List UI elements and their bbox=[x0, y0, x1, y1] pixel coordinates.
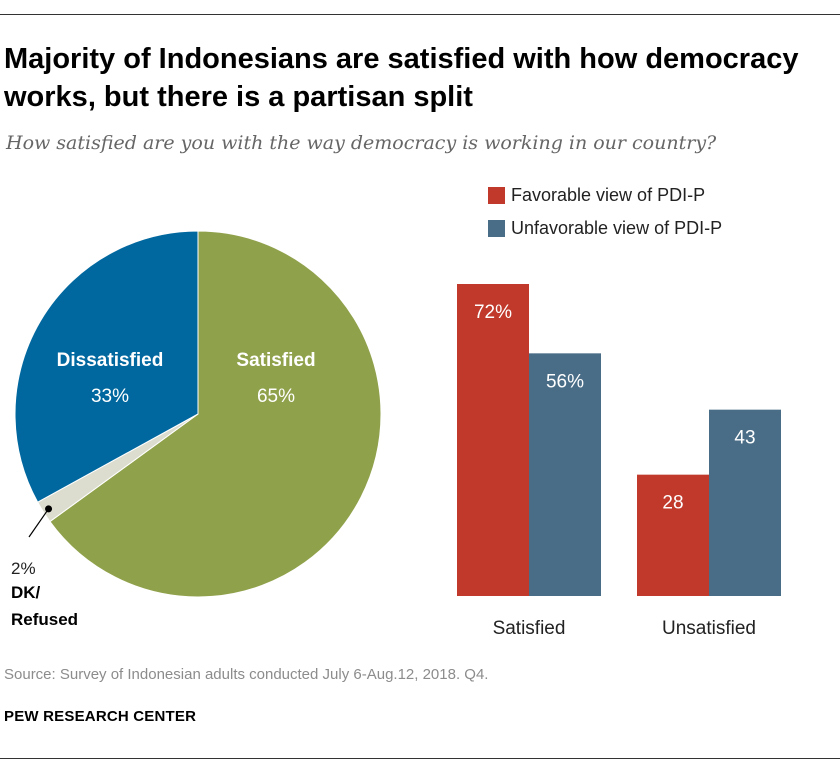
legend-swatch-favorable bbox=[488, 186, 505, 204]
bottom-rule bbox=[0, 758, 840, 759]
bar-unfavorable-satisfied bbox=[529, 353, 601, 596]
pie-chart: Satisfied 65% Dissatisfied 33% 2% DK/Refused bbox=[11, 230, 382, 629]
pie-value-dissatisfied: 33% bbox=[91, 386, 129, 407]
bar-chart: 72% 56% Satisfied 28 43 Unsatisfied bbox=[457, 284, 781, 639]
legend-swatch-unfavorable bbox=[488, 219, 505, 237]
bar-value-favorable-unsatisfied: 28 bbox=[662, 493, 683, 514]
bar-favorable-satisfied bbox=[457, 284, 529, 596]
legend-label-unfavorable: Unfavorable view of PDI-P bbox=[511, 217, 723, 238]
bar-value-unfavorable-satisfied: 56% bbox=[546, 371, 584, 392]
pie-label-dk-line2: Refused bbox=[11, 610, 78, 629]
pie-label-dissatisfied: Dissatisfied bbox=[57, 350, 164, 371]
pie-label-satisfied: Satisfied bbox=[236, 350, 315, 371]
legend-item-favorable: Favorable view of PDI-P bbox=[488, 184, 722, 206]
bar-category-satisfied: Satisfied bbox=[493, 618, 566, 639]
bar-category-unsatisfied: Unsatisfied bbox=[662, 618, 756, 639]
source-note: Source: Survey of Indonesian adults cond… bbox=[4, 666, 489, 683]
pie-callout-line bbox=[28, 508, 50, 538]
pie-callout-dot bbox=[45, 505, 53, 513]
chart-subtitle: How satisfied are you with the way democ… bbox=[6, 132, 717, 154]
bar-unfavorable-unsatisfied bbox=[709, 409, 781, 596]
organization-name: PEW RESEARCH CENTER bbox=[4, 708, 197, 725]
bar-favorable-unsatisfied bbox=[637, 474, 709, 596]
bar-value-unfavorable-unsatisfied: 43 bbox=[734, 428, 755, 449]
bar-legend: Favorable view of PDI-P Unfavorable view… bbox=[488, 184, 722, 250]
legend-item-unfavorable: Unfavorable view of PDI-P bbox=[488, 217, 722, 239]
pie-slice-dissatisfied bbox=[14, 230, 199, 503]
bar-value-favorable-satisfied: 72% bbox=[474, 302, 512, 323]
legend-label-favorable: Favorable view of PDI-P bbox=[511, 184, 706, 205]
pie-value-dk-refused: 2% bbox=[11, 559, 36, 578]
pie-label-dk-line1: DK/ bbox=[11, 583, 41, 602]
pie-slice-satisfied bbox=[49, 230, 382, 598]
top-rule bbox=[0, 14, 840, 15]
pie-value-satisfied: 65% bbox=[257, 386, 295, 407]
chart-title: Majority of Indonesians are satisfied wi… bbox=[4, 43, 799, 113]
